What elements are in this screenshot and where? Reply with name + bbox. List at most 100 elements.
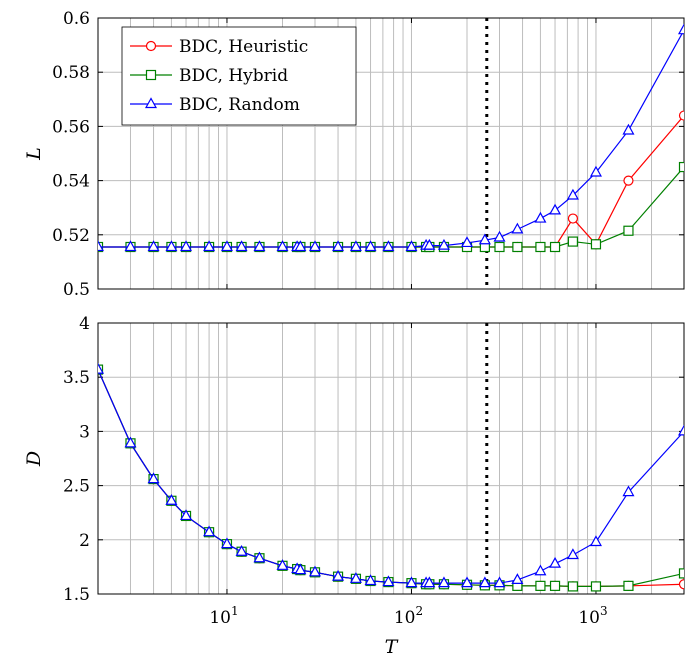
point-circle — [678, 579, 684, 590]
y-tick-label: 0.6 — [63, 9, 90, 29]
point-triangle — [349, 240, 362, 252]
point-triangle — [180, 240, 193, 252]
point-triangle — [405, 576, 418, 588]
point-triangle — [423, 576, 436, 588]
y-tick-label: 0.52 — [52, 226, 90, 246]
point-triangle — [534, 211, 547, 223]
legend-label: BDC, Heuristic — [179, 37, 308, 57]
point-square — [567, 236, 579, 247]
point-triangle — [308, 240, 322, 252]
legend-label: BDC, Random — [179, 95, 300, 115]
point-triangle — [147, 240, 160, 252]
legend: BDC, Heuristic BDC, Hybrid BDC, Random — [121, 26, 357, 126]
point-triangle — [549, 203, 562, 215]
point-square — [623, 225, 634, 236]
point-triangle — [147, 472, 160, 484]
point-triangle — [493, 576, 506, 588]
point-triangle — [423, 238, 436, 250]
point-triangle — [220, 537, 233, 549]
y-tick-label: 0.5 — [63, 280, 90, 300]
y-tick-label: 3.5 — [63, 368, 90, 388]
point-triangle — [511, 222, 524, 234]
point-triangle — [364, 574, 377, 586]
point-triangle — [493, 230, 506, 242]
point-triangle — [124, 436, 137, 448]
point-triangle — [253, 551, 266, 563]
point-triangle — [235, 240, 248, 252]
point-triangle — [364, 240, 377, 252]
series-group — [98, 362, 684, 592]
y-tick-label: 4 — [79, 314, 90, 334]
y-tick-label: 2.5 — [63, 477, 90, 497]
point-triangle — [235, 544, 248, 556]
point-square — [678, 568, 684, 579]
plot-frame — [97, 322, 685, 595]
point-square — [535, 241, 546, 253]
point-triangle — [622, 123, 635, 135]
point-triangle — [566, 548, 579, 560]
point-circle — [567, 213, 579, 224]
y-axis-label: D — [23, 451, 45, 467]
series-group — [98, 23, 684, 253]
point-triangle — [349, 572, 362, 583]
point-triangle — [478, 576, 491, 588]
point-triangle — [294, 563, 307, 575]
point-triangle — [276, 559, 289, 570]
point-triangle — [165, 494, 178, 505]
legend-marker-square — [145, 69, 157, 81]
point-triangle — [478, 233, 491, 245]
point-triangle — [124, 240, 137, 252]
point-triangle — [294, 240, 307, 252]
point-triangle — [98, 362, 105, 374]
point-square — [535, 580, 546, 591]
x-tick-label: 102 — [394, 604, 423, 628]
point-triangle — [332, 240, 345, 252]
x-axis-label: T — [385, 636, 399, 658]
legend-marker-circle — [145, 40, 157, 52]
point-triangle — [589, 535, 602, 547]
y-tick-label: 0.56 — [52, 117, 90, 137]
point-triangle — [460, 576, 474, 588]
point-triangle — [405, 240, 418, 252]
point-square — [549, 241, 561, 253]
point-triangle — [382, 575, 395, 587]
point-triangle — [203, 240, 216, 252]
point-triangle — [549, 556, 562, 568]
point-triangle — [220, 240, 233, 252]
point-triangle — [203, 525, 216, 537]
y-axis-label: L — [23, 147, 45, 161]
point-triangle — [165, 240, 178, 252]
y-tick-label: 2 — [79, 531, 90, 551]
point-triangle — [98, 240, 105, 252]
point-triangle — [566, 188, 579, 200]
plot-frame — [97, 17, 685, 290]
point-triangle — [308, 565, 322, 577]
bottom-panel: 1.5 2 2.5 3 3.5 4 D 101 102 103 T — [23, 314, 685, 658]
legend-label: BDC, Hybrid — [179, 66, 288, 86]
point-triangle — [437, 238, 450, 250]
point-square — [512, 241, 523, 253]
y-tick-label: 3 — [79, 422, 90, 442]
point-square — [678, 161, 684, 173]
point-triangle — [677, 23, 684, 35]
y-tick-label: 0.58 — [52, 63, 90, 83]
point-triangle — [534, 564, 547, 576]
point-circle — [623, 175, 634, 186]
point-triangle — [437, 576, 450, 588]
point-triangle — [622, 485, 635, 497]
point-triangle — [677, 424, 684, 436]
point-triangle — [589, 165, 602, 177]
x-tick-label: 103 — [578, 604, 607, 628]
legend-box — [121, 26, 357, 126]
point-triangle — [460, 236, 474, 248]
point-square — [549, 580, 561, 591]
point-square — [567, 581, 579, 592]
point-triangle — [253, 240, 266, 252]
point-triangle — [276, 240, 289, 252]
point-triangle — [511, 573, 524, 585]
point-circle — [678, 110, 684, 121]
point-square — [623, 580, 634, 591]
y-tick-label: 0.54 — [52, 172, 90, 192]
